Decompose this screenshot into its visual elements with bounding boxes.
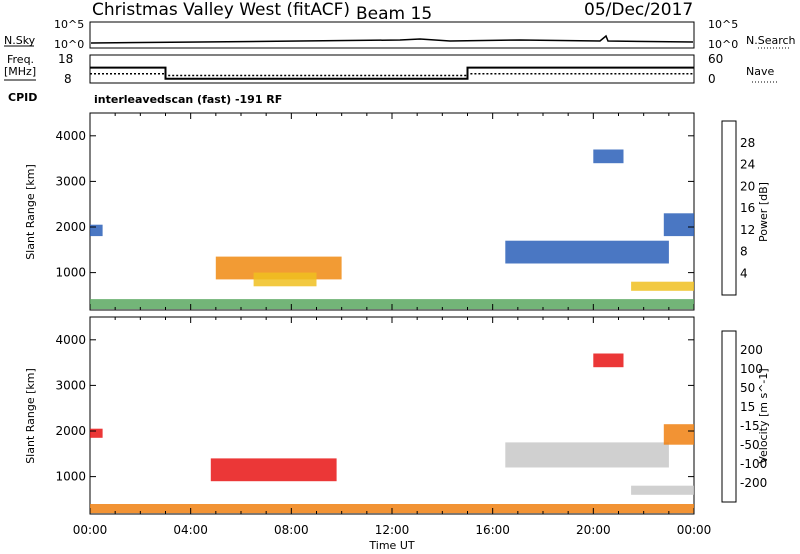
power-echo-region bbox=[631, 281, 694, 291]
freq-tick-bottom: 8 bbox=[64, 72, 72, 86]
nsearch-tick-bottom: 10^0 bbox=[708, 38, 738, 51]
nave-label: Nave bbox=[746, 65, 774, 78]
cpid-label: CPID bbox=[8, 91, 37, 104]
date-label: 05/Dec/2017 bbox=[584, 0, 693, 20]
nsky-label: N.Sky bbox=[4, 34, 36, 47]
colorbar-frame bbox=[721, 120, 737, 296]
colorbar-tick-label: 8 bbox=[740, 245, 748, 259]
x-tick-label: 08:00 bbox=[274, 523, 309, 537]
power-echo-region bbox=[663, 213, 694, 237]
colorbar-tick-label: -200 bbox=[740, 476, 767, 490]
nsky-panel-frame bbox=[89, 21, 695, 49]
power-colorbar: 4 8 12 16 20 24 28 bbox=[721, 120, 755, 296]
x-tick-label: 00:00 bbox=[73, 523, 108, 537]
velocity-panel-frame bbox=[89, 316, 695, 515]
velocity-echo-region bbox=[90, 428, 103, 438]
power-colorbar-label: Power [dB] bbox=[757, 182, 770, 242]
nsky-tick-top: 10^5 bbox=[54, 18, 84, 31]
power-y-ticks: 1000 2000 3000 4000 bbox=[55, 113, 695, 310]
velocity-colorbar-label: Velocity [m s^-1] bbox=[757, 368, 770, 463]
velocity-y-ticks: 1000 2000 3000 4000 bbox=[55, 317, 695, 514]
x-tick-label: 20:00 bbox=[576, 523, 611, 537]
colorbar-tick-label: 20 bbox=[740, 179, 755, 193]
velocity-echo-region bbox=[593, 353, 624, 368]
colorbar-tick-label: 28 bbox=[740, 136, 755, 150]
x-tick-label: 16:00 bbox=[475, 523, 510, 537]
plot-title: Christmas Valley West (fitACF) bbox=[92, 0, 350, 20]
y-tick-label: 3000 bbox=[55, 378, 86, 392]
nsearch-label: N.Search bbox=[746, 34, 796, 47]
power-panel-frame bbox=[89, 112, 695, 311]
colorbar-frame bbox=[721, 330, 737, 503]
velocity-data-layer bbox=[90, 353, 694, 514]
power-echo-region bbox=[90, 224, 103, 237]
colorbar-tick-label: 12 bbox=[740, 223, 755, 237]
y-tick-label: 2000 bbox=[55, 220, 86, 234]
colorbar-tick-label: -50 bbox=[740, 438, 760, 452]
velocity-colorbar: 200 100 50 15 -15 -50 -100 -200 bbox=[721, 330, 767, 503]
colorbar-tick-label: 15 bbox=[740, 400, 755, 414]
colorbar-tick-label: 16 bbox=[740, 201, 755, 215]
colorbar-tick-label: 4 bbox=[740, 266, 748, 280]
colorbar-tick-label: 100 bbox=[740, 362, 763, 376]
y-tick-label: 1000 bbox=[55, 266, 86, 280]
colorbar-tick-label: 24 bbox=[740, 158, 755, 172]
cpid-text: interleavedscan (fast) -191 RF bbox=[94, 93, 282, 106]
nave-trace bbox=[90, 72, 694, 77]
velocity-echo-region bbox=[210, 458, 337, 482]
freq-panel-frame bbox=[89, 54, 695, 84]
colorbar-tick-label: 200 bbox=[740, 343, 763, 357]
velocity-echo-region bbox=[505, 442, 669, 468]
y-tick-label: 1000 bbox=[55, 470, 86, 484]
x-tick-label: 12:00 bbox=[375, 523, 410, 537]
power-echo-region bbox=[593, 149, 624, 164]
colorbar-tick-label: 50 bbox=[740, 381, 755, 395]
freq-label-line1: Freq. bbox=[7, 53, 34, 66]
power-echo-region bbox=[253, 272, 317, 287]
y-tick-label: 4000 bbox=[55, 333, 86, 347]
nsearch-tick-top: 10^5 bbox=[708, 18, 738, 31]
nave-tick-top: 60 bbox=[708, 52, 723, 66]
velocity-ylabel: Slant Range [km] bbox=[24, 368, 37, 464]
power-echo-region bbox=[505, 240, 669, 264]
nsky-tick-bottom: 10^0 bbox=[54, 38, 84, 51]
power-ylabel: Slant Range [km] bbox=[24, 164, 37, 260]
time-x-ticks: 00:00 04:00 08:00 12:00 16:00 20:00 00:00 bbox=[73, 523, 712, 537]
power-data-layer bbox=[90, 149, 694, 310]
velocity-echo-region bbox=[631, 485, 694, 495]
x-tick-label: 00:00 bbox=[677, 523, 712, 537]
freq-tick-top: 18 bbox=[58, 52, 73, 66]
colorbar-tick-label: -100 bbox=[740, 457, 767, 471]
time-xlabel: Time UT bbox=[368, 539, 414, 552]
x-tick-label: 04:00 bbox=[173, 523, 208, 537]
power-panel: 1000 2000 3000 4000 Slant Range [km] bbox=[24, 112, 695, 311]
freq-label-line2: [MHz] bbox=[4, 65, 36, 78]
nsky-trace bbox=[90, 34, 694, 44]
velocity-echo-region bbox=[663, 424, 694, 445]
frequency-trace bbox=[90, 66, 694, 80]
beam-label: Beam 15 bbox=[356, 4, 432, 24]
colorbar-tick-label: -15 bbox=[740, 419, 760, 433]
y-tick-label: 2000 bbox=[55, 424, 86, 438]
y-tick-label: 4000 bbox=[55, 129, 86, 143]
nave-tick-bottom: 0 bbox=[708, 72, 716, 86]
y-tick-label: 3000 bbox=[55, 174, 86, 188]
